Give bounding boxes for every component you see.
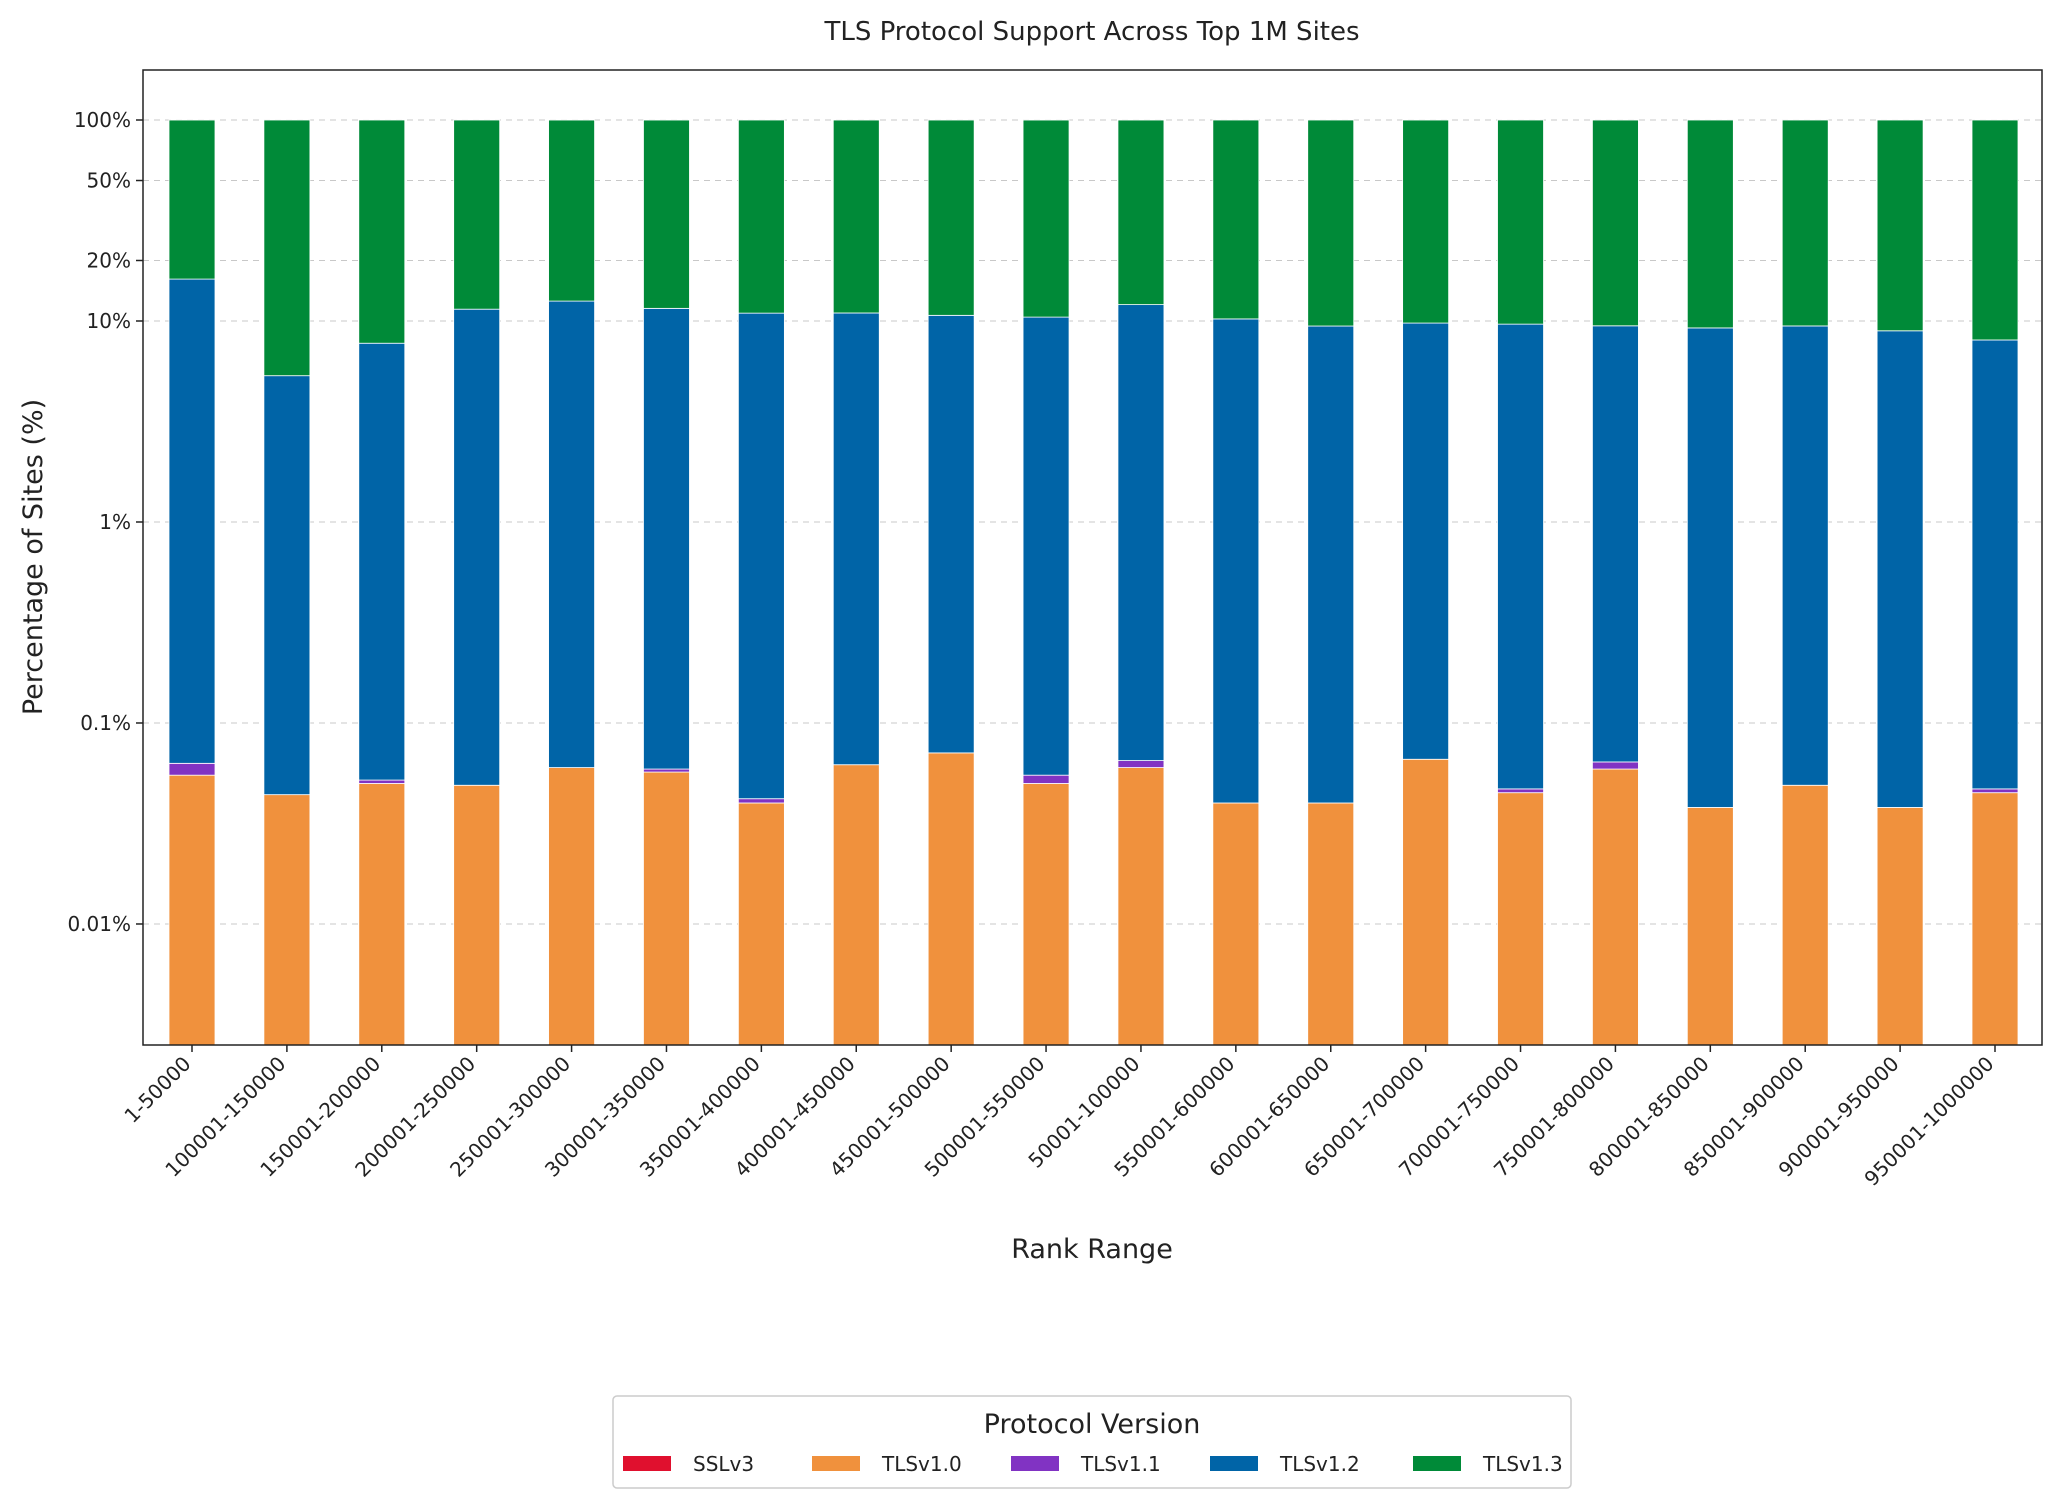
bar-segment bbox=[358, 779, 406, 784]
bar-segment bbox=[1781, 119, 1829, 327]
bar-segment bbox=[643, 771, 690, 1046]
bar-segment bbox=[737, 119, 785, 314]
bar-segment bbox=[1307, 802, 1355, 1046]
bars bbox=[168, 119, 2019, 1046]
bar-segment bbox=[1971, 119, 2019, 341]
bar-segment bbox=[927, 119, 975, 316]
bar-segment bbox=[1497, 323, 1544, 790]
bar-segment bbox=[168, 278, 216, 764]
bar-segment bbox=[832, 764, 880, 1046]
bar-segment bbox=[453, 119, 501, 310]
bar-segment bbox=[1402, 322, 1450, 760]
bar-segment bbox=[1022, 774, 1070, 784]
bar-segment bbox=[548, 300, 595, 768]
legend-title: Protocol Version bbox=[984, 1409, 1201, 1440]
bar-segment bbox=[1876, 807, 1924, 1046]
bar-segment bbox=[1592, 768, 1639, 1046]
bar-segment bbox=[263, 375, 311, 796]
bar-segment bbox=[1402, 758, 1450, 1046]
bar-segment bbox=[927, 752, 975, 1046]
y-tick-label: 10% bbox=[87, 309, 131, 333]
bar-segment bbox=[548, 767, 595, 1046]
bar-segment bbox=[737, 798, 785, 804]
bar-segment bbox=[1592, 761, 1639, 770]
bar-segment bbox=[358, 783, 406, 1046]
bar-segment bbox=[1497, 792, 1544, 1046]
bar-segment bbox=[358, 342, 406, 781]
legend-label: SSLv3 bbox=[693, 1452, 754, 1476]
bar-segment bbox=[1022, 316, 1070, 776]
bar-segment bbox=[168, 762, 216, 776]
bar-segment bbox=[1117, 304, 1165, 761]
legend-swatch bbox=[1210, 1456, 1258, 1471]
grid bbox=[143, 119, 2042, 925]
bar-segment bbox=[453, 784, 501, 1046]
bar-segment bbox=[263, 119, 311, 377]
bar-segment bbox=[548, 119, 595, 302]
bar-segment bbox=[1686, 327, 1734, 808]
bar-segment bbox=[1971, 788, 2019, 794]
bar-segment bbox=[832, 312, 880, 766]
bar-segment bbox=[1876, 119, 1924, 332]
bar-segment bbox=[1686, 807, 1734, 1046]
bar-segment bbox=[1781, 784, 1829, 1046]
x-axis: 1-50000100001-150000150001-200000200001-… bbox=[119, 1045, 1999, 1191]
bar-segment bbox=[1592, 119, 1639, 327]
y-tick-label: 1% bbox=[99, 510, 131, 534]
legend-swatch bbox=[623, 1456, 671, 1471]
bar-segment bbox=[737, 802, 785, 1046]
bar-segment bbox=[263, 794, 311, 1046]
legend-label: TLSv1.1 bbox=[1080, 1452, 1161, 1476]
bar-segment bbox=[358, 119, 406, 344]
bar-segment bbox=[1307, 119, 1355, 327]
bar-segment bbox=[643, 768, 690, 773]
bar-segment bbox=[1592, 325, 1639, 763]
legend: Protocol Version SSLv3 TLSv1.0 TLSv1.1 TLSv… bbox=[612, 1395, 1572, 1489]
bar-segment bbox=[832, 119, 880, 314]
y-tick-label: 0.1% bbox=[80, 711, 131, 735]
bar-segment bbox=[1497, 119, 1544, 325]
bar-segment bbox=[1781, 325, 1829, 786]
bar-segment bbox=[1117, 119, 1165, 306]
chart-title: TLS Protocol Support Across Top 1M Sites bbox=[823, 17, 1359, 47]
legend-swatch bbox=[1413, 1456, 1461, 1471]
y-tick-label: 100% bbox=[74, 108, 131, 132]
bar-segment bbox=[1022, 783, 1070, 1046]
bar-segment bbox=[453, 308, 501, 786]
bar-segment bbox=[1686, 119, 1734, 329]
bar-segment bbox=[1117, 760, 1165, 768]
legend-swatch bbox=[812, 1456, 860, 1471]
bar-segment bbox=[1212, 802, 1260, 1046]
bar-segment bbox=[643, 307, 690, 770]
y-tick-label: 50% bbox=[87, 169, 131, 193]
plot-frame bbox=[142, 69, 2043, 1046]
y-axis: 0.01% 0.1% 1% 10% 20% 50% 100% bbox=[67, 108, 143, 936]
bar-segment bbox=[1022, 119, 1070, 318]
bar-segment bbox=[1876, 330, 1924, 808]
x-axis-label: Rank Range bbox=[1011, 1234, 1173, 1265]
bar-segment bbox=[1971, 792, 2019, 1046]
bar-segment bbox=[1971, 339, 2019, 790]
y-tick-label: 20% bbox=[87, 248, 131, 272]
bar-segment bbox=[1212, 119, 1260, 320]
bar-segment bbox=[1402, 119, 1450, 324]
legend-label: TLSv1.2 bbox=[1279, 1452, 1360, 1476]
legend-label: TLSv1.0 bbox=[881, 1452, 962, 1476]
legend-swatch bbox=[1011, 1456, 1059, 1471]
bar-segment bbox=[168, 119, 216, 280]
bar-segment bbox=[1497, 788, 1544, 794]
bar-segment bbox=[643, 119, 690, 309]
y-tick-label: 0.01% bbox=[67, 912, 131, 936]
bar-segment bbox=[927, 314, 975, 754]
bar-segment bbox=[737, 312, 785, 800]
bar-segment bbox=[168, 774, 216, 1046]
legend-label: TLSv1.3 bbox=[1482, 1452, 1563, 1476]
bar-segment bbox=[1307, 325, 1355, 804]
x-tick-label: 1-50000 bbox=[119, 1052, 195, 1128]
y-axis-label: Percentage of Sites (%) bbox=[18, 399, 49, 715]
bar-segment bbox=[1117, 767, 1165, 1046]
bar-segment bbox=[1212, 318, 1260, 804]
